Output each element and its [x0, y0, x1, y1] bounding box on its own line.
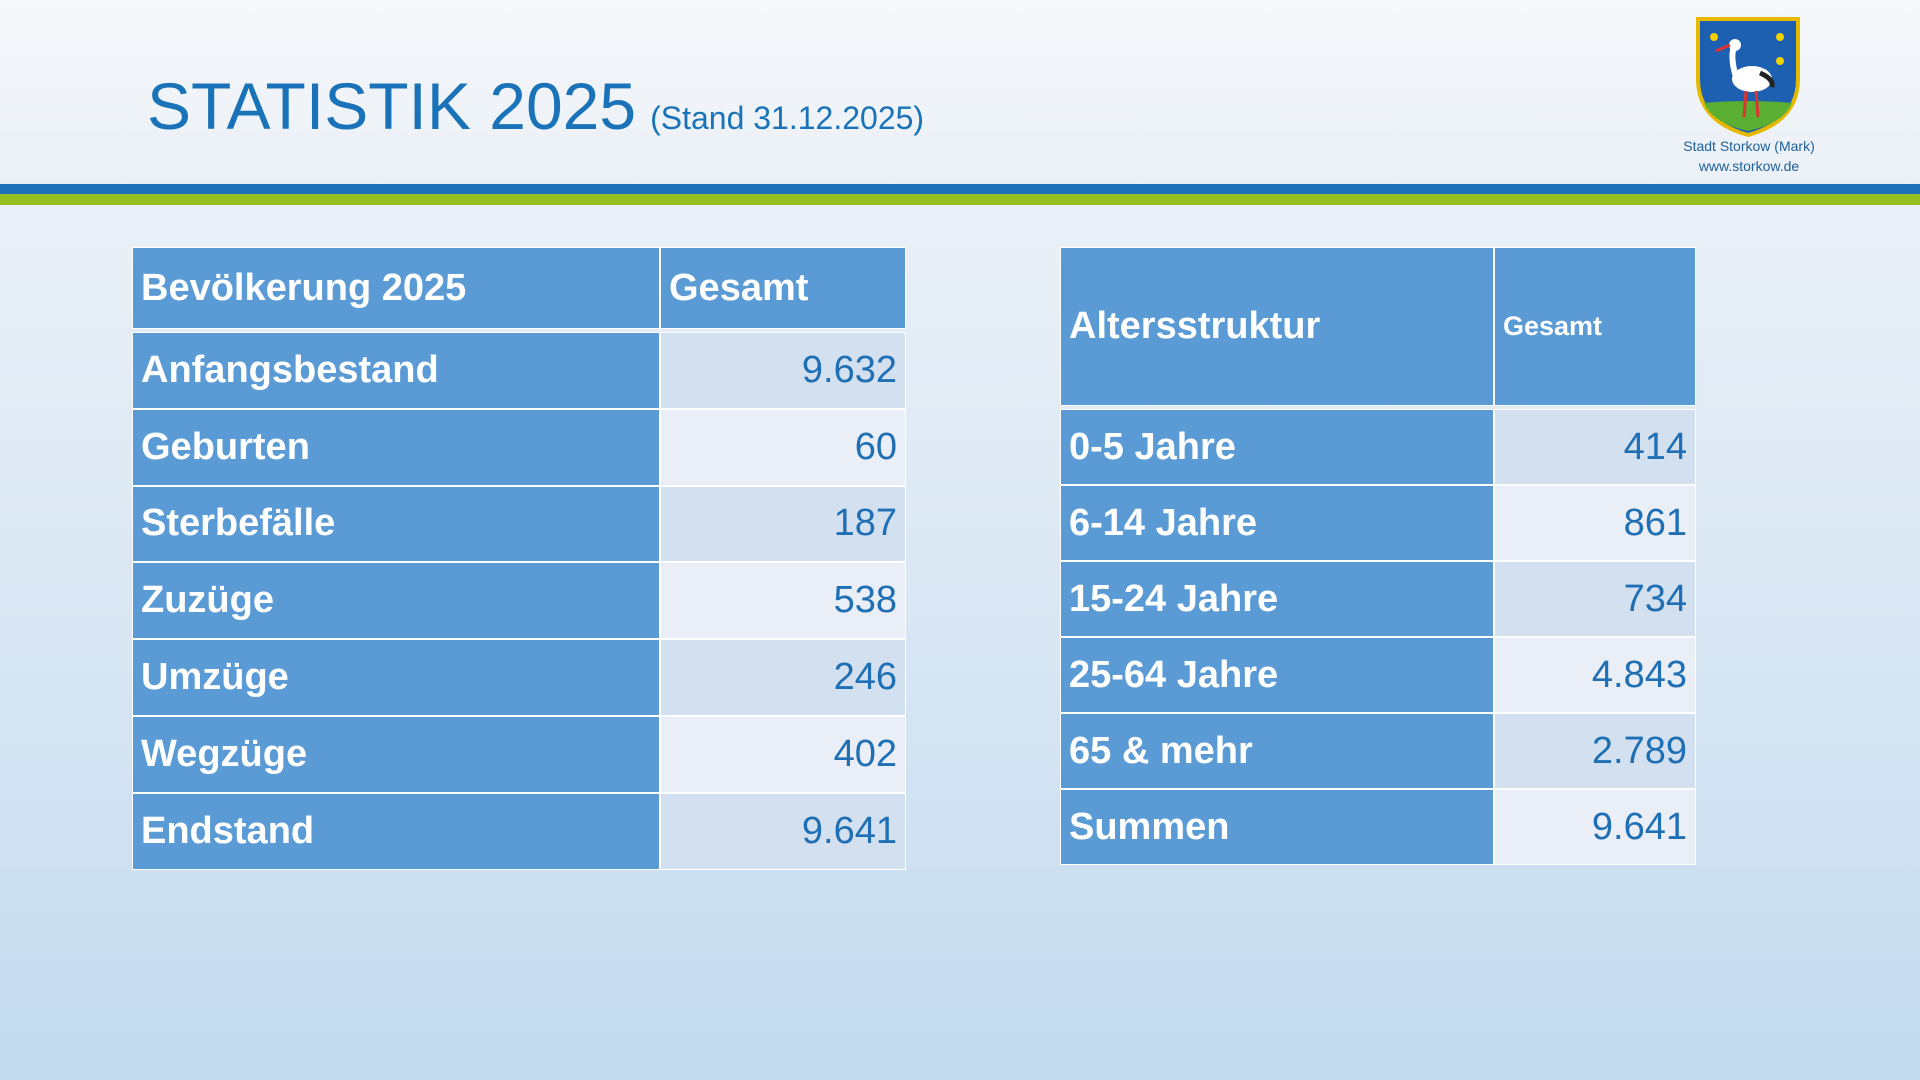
row-label: Geburten	[132, 408, 660, 486]
row-value: 246	[660, 639, 906, 716]
subtitle: (Stand 31.12.2025)	[650, 100, 925, 136]
header-cell: Gesamt	[660, 247, 906, 329]
coat-of-arms	[1696, 17, 1800, 137]
row-label: Summen	[1060, 789, 1494, 865]
logo-line: Stadt Storkow (Mark)	[1683, 138, 1815, 154]
row-value: 861	[1494, 485, 1696, 561]
header-cell: Bevölkerung 2025	[132, 247, 660, 329]
row-value: 9.641	[1494, 789, 1696, 865]
row-label: Endstand	[132, 792, 660, 870]
row-label: 65 & mehr	[1060, 713, 1494, 789]
row-value: 9.641	[660, 792, 906, 870]
row-label: 6-14 Jahre	[1060, 485, 1494, 561]
logo-line: www.storkow.de	[1698, 158, 1800, 174]
row-value: 187	[660, 485, 906, 563]
header-cell: Altersstruktur	[1060, 247, 1494, 406]
stripe-blue	[0, 184, 1920, 194]
row-value: 2.789	[1494, 713, 1696, 789]
row-label: Umzüge	[132, 639, 660, 716]
header-cell: Gesamt	[1494, 247, 1696, 406]
row-label: Sterbefälle	[132, 485, 660, 563]
row-value: 538	[660, 562, 906, 640]
row-value: 402	[660, 716, 906, 793]
row-label: 0-5 Jahre	[1060, 409, 1494, 485]
row-value: 60	[660, 408, 906, 486]
row-value: 734	[1494, 561, 1696, 637]
title: STATISTIK 2025	[147, 69, 637, 143]
title-block: STATISTIK 2025 (Stand 31.12.2025)	[147, 68, 924, 144]
row-value: 4.843	[1494, 637, 1696, 713]
row-label: Anfangsbestand	[132, 332, 660, 409]
row-value: 9.632	[660, 332, 906, 409]
row-label: 15-24 Jahre	[1060, 561, 1494, 637]
row-value: 414	[1494, 409, 1696, 485]
row-label: Wegzüge	[132, 716, 660, 793]
row-label: 25-64 Jahre	[1060, 637, 1494, 713]
stripe-green	[0, 194, 1920, 205]
row-label: Zuzüge	[132, 562, 660, 640]
